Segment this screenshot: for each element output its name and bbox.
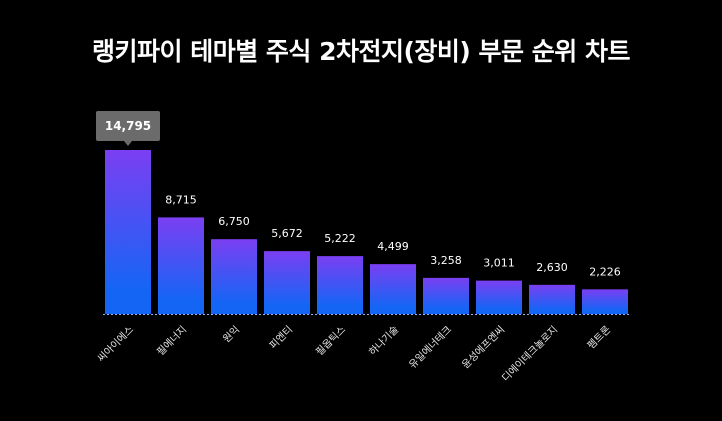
value-label-4: 5,672 [271, 227, 303, 240]
x-tick-label-8: 윤성에프엔씨 [460, 324, 508, 372]
value-label-10: 2,226 [589, 265, 621, 278]
bar-2 [158, 217, 204, 314]
value-label-8: 3,011 [483, 257, 515, 270]
x-tick-label-5: 필옵틱스 [314, 324, 349, 359]
x-tick-labels-layer: 씨아이에스 필에너지 원익 피엔티 필옵틱스 하나기술 유일에너테크 윤성에프엔씨디에이테크놀… [95, 323, 613, 384]
bar-3 [211, 239, 257, 314]
value-label-6: 4,499 [377, 240, 409, 253]
x-tick-label-1: 씨아이에스 [95, 324, 136, 365]
x-tick-label-6: 하나기술 [366, 323, 401, 358]
x-tick-label-10: 펨트론 [585, 324, 613, 352]
bar-10 [582, 289, 628, 314]
bar-4 [264, 251, 310, 314]
bar-7 [423, 277, 469, 314]
chart-title: 랭키파이 테마별 주식 2차전지(장비) 부문 순위 차트 [92, 37, 630, 66]
value-label-9: 2,630 [536, 261, 568, 274]
bar-1 [105, 150, 151, 314]
value-label-5: 5,222 [324, 232, 356, 245]
callout-pointer [124, 141, 132, 146]
bar-8 [476, 280, 522, 314]
bar-5 [317, 256, 363, 314]
x-tick-label-2: 필에너지 [155, 324, 190, 359]
bars-layer [105, 150, 628, 314]
value-label-3: 6,750 [218, 215, 250, 228]
bar-9 [529, 284, 575, 314]
value-label-7: 3,258 [430, 254, 462, 267]
highlight-callout: 14,795 [96, 111, 160, 146]
x-tick-label-4: 피엔티 [267, 324, 295, 352]
value-label-1: 14,795 [105, 119, 151, 133]
x-tick-label-9: 디에이테크놀로지 [500, 324, 561, 385]
bar-6 [370, 264, 416, 314]
value-labels-layer: 8,715 6,750 5,672 5,222 4,499 3,258 3,011 2,630… [165, 193, 621, 278]
x-tick-label-7: 유일에너테크 [407, 324, 455, 372]
callout-box [96, 111, 160, 141]
x-tick-label-3: 원익 [221, 324, 243, 346]
value-label-2: 8,715 [165, 193, 197, 206]
